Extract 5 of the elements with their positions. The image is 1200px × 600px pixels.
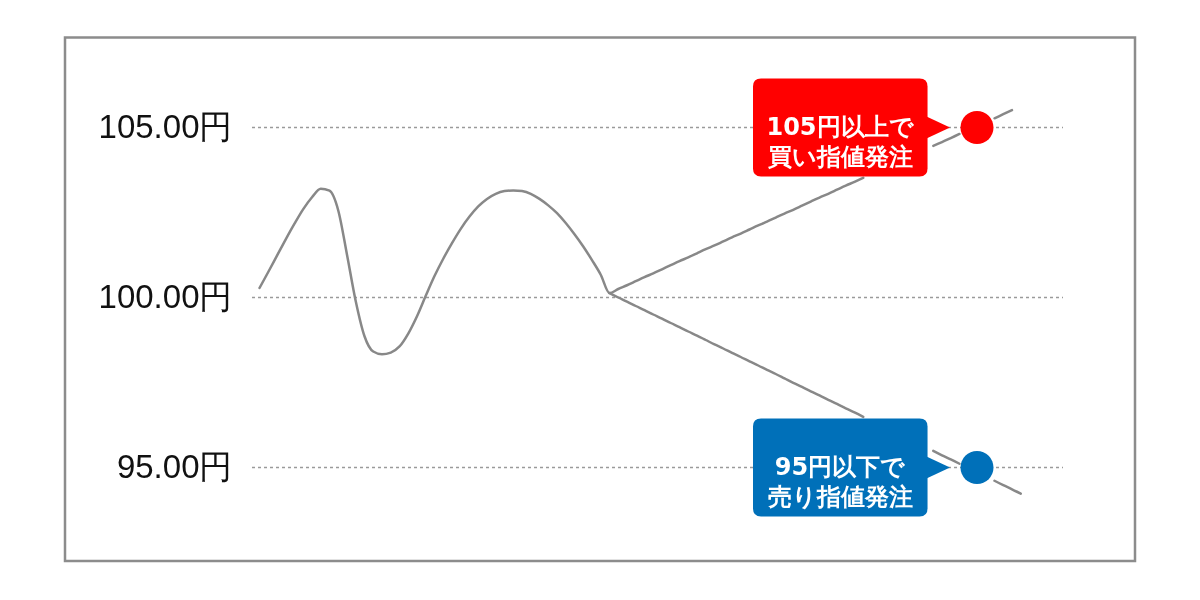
annotation: 95円以下で売り指値発注 [767, 452, 913, 511]
y-tick-label: 105.00円 [98, 108, 233, 145]
y-tick-label: 95.00円 [116, 448, 233, 485]
annotation: 105円以上で買い指値発注 [766, 112, 915, 171]
y-tick-label: 100.00円 [98, 278, 233, 315]
